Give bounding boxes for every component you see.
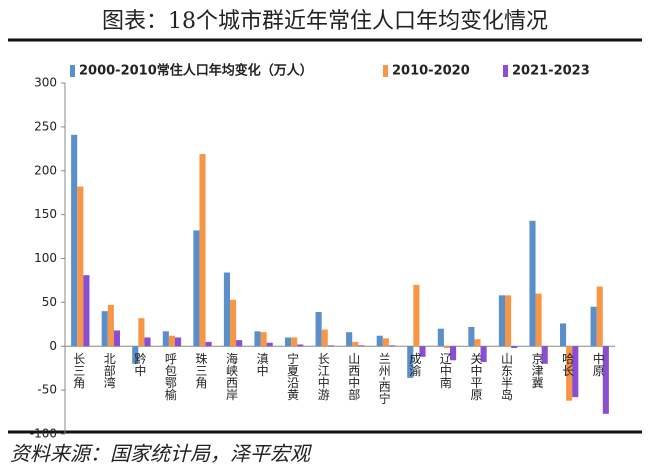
- bar: [560, 323, 567, 347]
- bar: [596, 286, 603, 347]
- bar: [71, 134, 78, 347]
- bar: [352, 341, 359, 347]
- bar: [254, 331, 261, 347]
- bar: [413, 284, 420, 347]
- bar: [443, 346, 450, 349]
- y-tick-label: 50: [42, 295, 57, 309]
- bar: [168, 335, 175, 347]
- legend-swatch: [503, 65, 508, 77]
- chart-title: 图表：18个城市群近年常住人口年均变化情况: [102, 9, 548, 34]
- y-tick-label: 250: [34, 119, 57, 133]
- bar: [223, 272, 230, 347]
- bar: [260, 332, 267, 347]
- bar: [511, 346, 518, 349]
- bar: [113, 330, 120, 347]
- bar: [437, 328, 444, 347]
- x-tick-label: 北部湾: [102, 352, 116, 389]
- bar: [407, 346, 414, 378]
- bar: [162, 331, 169, 347]
- bar: [572, 346, 579, 398]
- x-tick-label: 山西中部: [347, 352, 361, 400]
- x-tick-label: 山东半岛: [500, 352, 514, 401]
- bar: [321, 329, 328, 347]
- bar: [505, 295, 512, 347]
- bar: [480, 346, 487, 363]
- bar: [101, 311, 108, 347]
- bar: [291, 337, 298, 347]
- bar: [498, 295, 505, 347]
- legend-label: 2010-2020: [392, 64, 470, 79]
- bar: [358, 345, 365, 347]
- x-tick-label: 中原: [591, 351, 605, 376]
- x-tick-label: 呼包鄂榆: [163, 352, 177, 400]
- x-tick-label: 珠三角: [194, 352, 208, 389]
- x-tick-label: 滇中: [255, 352, 269, 376]
- legend-swatch: [70, 65, 75, 77]
- bar: [468, 326, 475, 347]
- bar: [199, 154, 206, 347]
- bar: [315, 312, 322, 347]
- y-tick-label: 150: [34, 207, 57, 221]
- bar: [193, 230, 200, 347]
- y-tick-label: 300: [34, 76, 57, 90]
- y-tick-label: 0: [49, 339, 57, 353]
- bar: [376, 335, 383, 347]
- bar: [297, 344, 304, 347]
- bar: [474, 339, 481, 347]
- y-tick-label: -100: [30, 427, 57, 441]
- x-tick-label: 黔中: [133, 351, 147, 376]
- x-tick-label: 宁夏沿黄: [286, 351, 300, 401]
- bar: [107, 305, 114, 347]
- bar: [236, 340, 243, 347]
- bar: [285, 337, 292, 347]
- bar: [529, 220, 536, 347]
- bar: [138, 318, 145, 347]
- bar: [450, 346, 457, 361]
- x-tick-label: 海峡西岸: [225, 351, 239, 400]
- x-tick-label: 长三角: [72, 352, 86, 389]
- bar: [388, 345, 395, 347]
- y-tick-label: 200: [34, 163, 57, 177]
- legend-label: 2021-2023: [512, 64, 590, 79]
- y-tick-label: -50: [37, 383, 57, 397]
- bar: [132, 346, 139, 364]
- bar: [566, 346, 573, 401]
- y-tick-label: 100: [34, 251, 57, 265]
- bar: [419, 346, 426, 357]
- bar: [590, 306, 597, 347]
- legend-label: 2000-2010常住人口年均变化（万人）: [79, 63, 313, 79]
- x-tick-label: 哈长: [561, 352, 575, 376]
- x-tick-label: 兰州-西宁: [377, 352, 391, 405]
- bar: [77, 186, 84, 347]
- x-tick-label: 京津冀: [530, 352, 544, 389]
- source-note: 资料来源：国家统计局，泽平宏观: [10, 442, 312, 466]
- legend-swatch: [383, 65, 388, 77]
- bar: [346, 332, 353, 347]
- bar: [535, 293, 542, 347]
- x-tick-label: 长江中游: [316, 352, 330, 400]
- bar: [175, 337, 182, 347]
- bar: [266, 342, 273, 347]
- bar: [541, 346, 548, 364]
- bar: [230, 299, 237, 347]
- bar: [83, 275, 90, 347]
- bar: [205, 341, 212, 347]
- bar: [327, 345, 334, 347]
- x-tick-label: 辽中南: [438, 352, 452, 388]
- bar: [602, 346, 609, 414]
- bar: [144, 337, 151, 347]
- bar: [382, 338, 389, 347]
- x-tick-label: 关中平原: [469, 352, 483, 400]
- x-tick-label: 成渝: [408, 352, 422, 376]
